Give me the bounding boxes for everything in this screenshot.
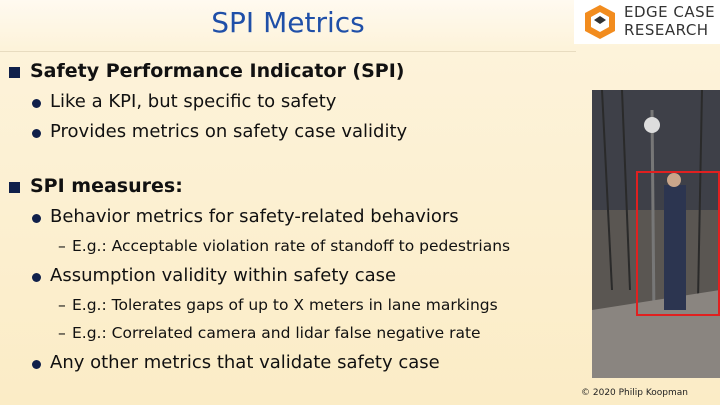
bullet: Assumption validity within safety case	[50, 265, 397, 286]
bullet-marker: –	[58, 296, 66, 314]
separator	[0, 51, 576, 52]
bullet-marker	[32, 360, 41, 369]
bullet-marker	[32, 273, 41, 282]
logo: EDGE CASE RESEARCH	[574, 0, 720, 44]
sub-bullet: E.g.: Correlated camera and lidar false …	[72, 324, 481, 342]
copyright: © 2020 Philip Koopman	[581, 388, 688, 398]
sub-bullet: E.g.: Tolerates gaps of up to X meters i…	[72, 296, 498, 314]
bullet: Provides metrics on safety case validity	[50, 121, 408, 142]
logo-line: EDGE CASE	[624, 3, 716, 21]
bullet-marker	[9, 67, 20, 78]
bullet-marker	[32, 99, 41, 108]
bullet: Any other metrics that validate safety c…	[50, 352, 440, 373]
bullet-marker: –	[58, 324, 66, 342]
sub-bullet: E.g.: Acceptable violation rate of stand…	[72, 237, 511, 255]
bullet-marker	[32, 214, 41, 223]
logo-line: RESEARCH	[624, 21, 709, 39]
bullet-marker: –	[58, 237, 66, 255]
bullet-marker	[32, 129, 41, 138]
bullet-marker	[9, 182, 20, 193]
slide-title: SPI Metrics	[211, 6, 365, 39]
bullet: Behavior metrics for safety-related beha…	[50, 206, 459, 227]
bullet: Like a KPI, but specific to safety	[50, 91, 337, 112]
bullet: SPI measures:	[30, 175, 183, 197]
logo-icon	[585, 5, 615, 39]
bullet: Safety Performance Indicator (SPI)	[30, 60, 405, 82]
photo	[592, 90, 720, 378]
